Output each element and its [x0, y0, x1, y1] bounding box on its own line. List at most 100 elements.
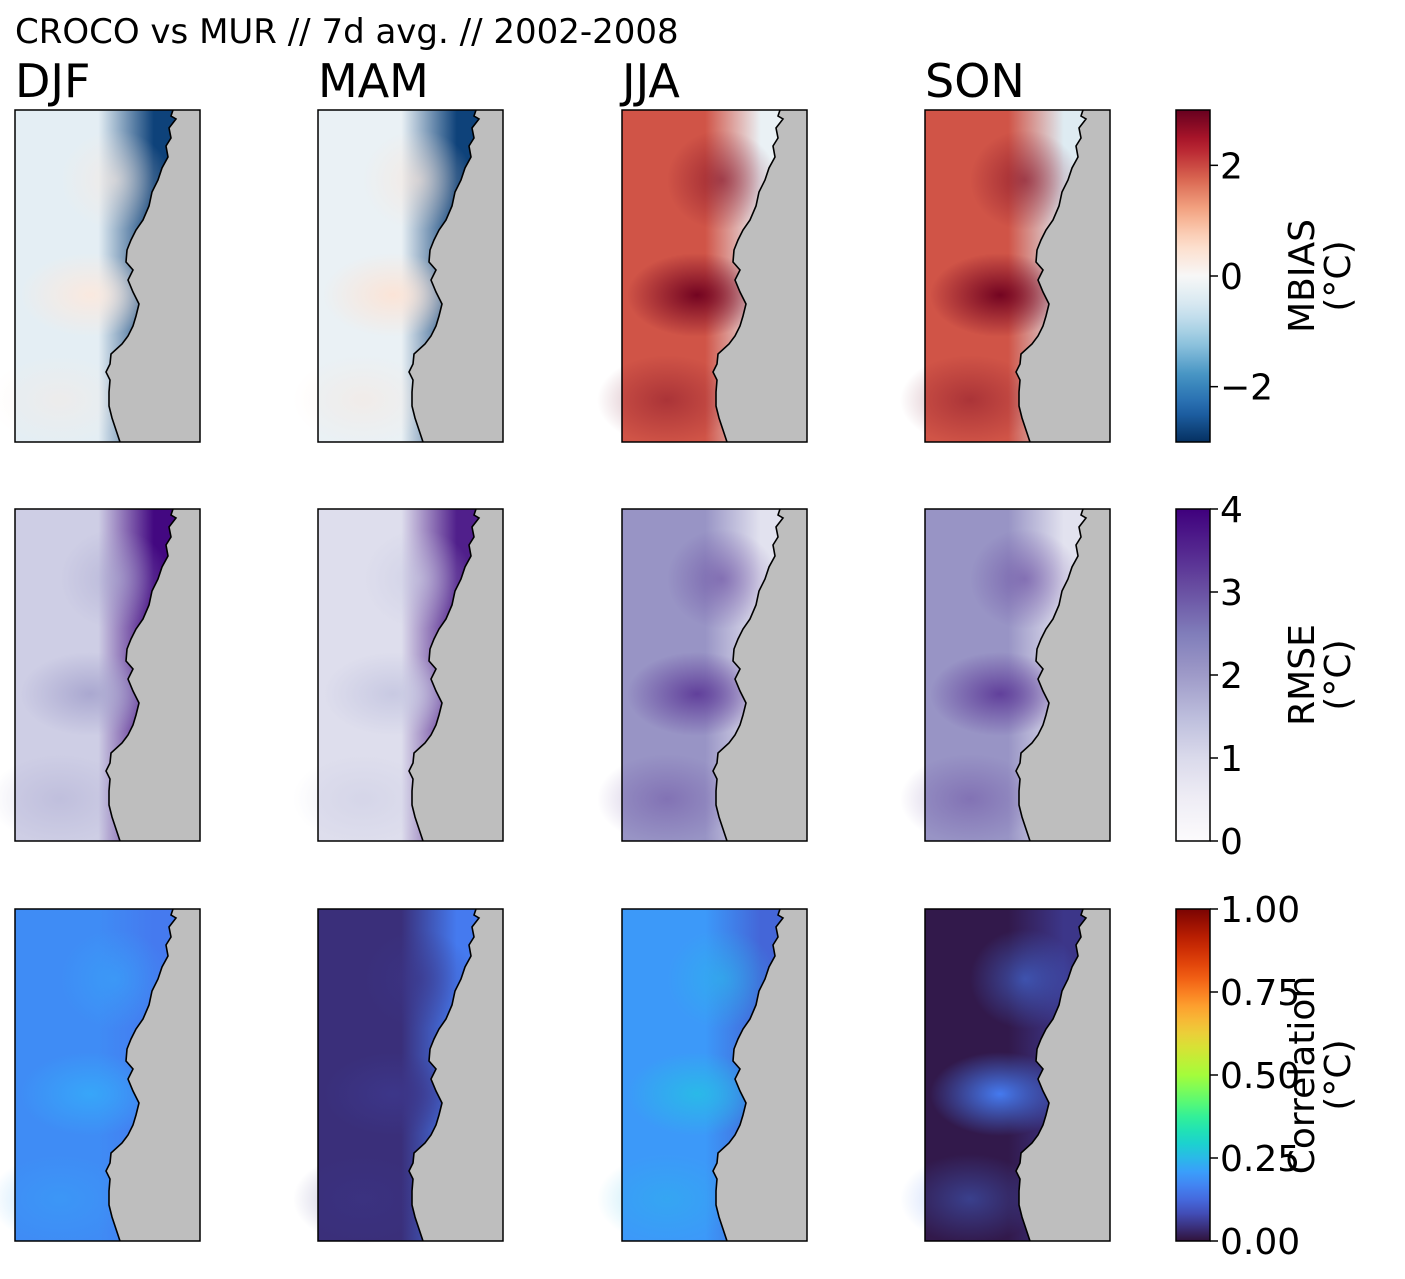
- colorbars: −202MBIAS(°C)01234RMSE(°C)0.000.250.500.…: [1175, 109, 1359, 1263]
- colorbar-tick-label: 4: [1220, 490, 1243, 531]
- eddy-feature: [60, 929, 170, 1029]
- heatmap-panel-rmse-mam: [293, 508, 504, 844]
- colorbar-rmse: 0 1 2 3 4 RMSE(°C): [1175, 490, 1359, 863]
- land-mask: [713, 110, 807, 442]
- eddy-feature: [667, 130, 777, 230]
- eddy-feature: [970, 929, 1080, 1029]
- coastline: [105, 908, 178, 1242]
- eddy-feature: [970, 130, 1080, 230]
- panel-frame: [924, 109, 1111, 443]
- eddy-feature: [0, 754, 130, 844]
- land-mask: [1016, 509, 1110, 841]
- coastline: [712, 908, 785, 1242]
- eddy-feature: [970, 529, 1080, 629]
- eddy-feature: [627, 253, 767, 337]
- column-title-son: SON: [925, 54, 1025, 108]
- coastline: [408, 908, 481, 1242]
- eddy-feature: [930, 652, 1070, 736]
- heatmap-panel-mbias-mam: [293, 109, 504, 445]
- eddy-feature: [627, 652, 767, 736]
- eddy-feature: [363, 529, 473, 629]
- land-mask: [713, 909, 807, 1241]
- eddy-feature: [0, 1154, 130, 1244]
- eddy-feature: [900, 754, 1040, 844]
- heatmap-panel-correlation-son: [900, 908, 1111, 1244]
- column-title-mam: MAM: [318, 54, 429, 108]
- panel-frame: [317, 508, 504, 842]
- panel-frame: [621, 508, 808, 842]
- panel-frame: [924, 908, 1111, 1242]
- eddy-feature: [20, 253, 160, 337]
- land-mask: [1016, 909, 1110, 1241]
- colorbar-label: MBIAS: [1282, 219, 1323, 333]
- land-mask: [409, 110, 503, 442]
- panel-frame: [924, 508, 1111, 842]
- colorbar-tick-label: 2: [1220, 656, 1243, 697]
- land-mask: [1016, 110, 1110, 442]
- colorbar-tick-label: 2: [1220, 146, 1243, 187]
- land-mask: [713, 509, 807, 841]
- coastline: [408, 109, 481, 443]
- colorbar-gradient: [1176, 509, 1210, 841]
- panel-frame: [317, 908, 504, 1242]
- heatmap-panel-mbias-jja: [597, 109, 808, 445]
- coastline: [712, 508, 785, 842]
- eddy-feature: [60, 130, 170, 230]
- eddy-feature: [20, 652, 160, 736]
- eddy-feature: [667, 929, 777, 1029]
- colorbar-tick-label: 0.50: [1220, 1056, 1300, 1097]
- colorbar-gradient: [1176, 110, 1210, 442]
- heatmap-panel-mbias-djf: [0, 109, 201, 445]
- panel-frame: [317, 109, 504, 443]
- panel-frame: [14, 109, 201, 443]
- heatmap-panel-correlation-djf: [0, 908, 201, 1244]
- eddy-feature: [323, 253, 463, 337]
- colorbar-gradient: [1176, 909, 1210, 1241]
- eddy-feature: [0, 355, 130, 445]
- eddy-feature: [293, 355, 433, 445]
- colorbar-tick-label: 0.25: [1220, 1139, 1300, 1180]
- eddy-feature: [363, 130, 473, 230]
- eddy-feature: [900, 1154, 1040, 1244]
- colorbar-tick-label: 0.75: [1220, 973, 1300, 1014]
- colorbar-tick-label: 3: [1220, 573, 1243, 614]
- eddy-feature: [60, 529, 170, 629]
- column-title-jja: JJA: [619, 54, 680, 108]
- land-mask: [409, 909, 503, 1241]
- eddy-feature: [20, 1052, 160, 1136]
- column-titles: DJF MAM JJA SON: [15, 54, 1025, 108]
- eddy-feature: [323, 652, 463, 736]
- colorbar-unit: (°C): [1318, 240, 1359, 311]
- eddy-feature: [930, 1052, 1070, 1136]
- panel-frame: [621, 109, 808, 443]
- colorbar-unit: (°C): [1318, 639, 1359, 710]
- colorbar-label: Correlation: [1282, 976, 1323, 1175]
- panel-frame: [621, 908, 808, 1242]
- figure-title: CROCO vs MUR // 7d avg. // 2002-2008: [15, 12, 679, 52]
- colorbar-tick-label: 0.00: [1220, 1222, 1300, 1263]
- coastline: [105, 508, 178, 842]
- heatmap-panel-correlation-mam: [293, 908, 504, 1244]
- land-mask: [106, 110, 200, 442]
- heatmap-panels: [0, 109, 1111, 1244]
- coastline: [1015, 908, 1088, 1242]
- eddy-feature: [667, 529, 777, 629]
- eddy-feature: [293, 1154, 433, 1244]
- heatmap-panel-correlation-jja: [597, 908, 808, 1244]
- eddy-feature: [930, 253, 1070, 337]
- colorbar-unit: (°C): [1318, 1039, 1359, 1110]
- panel-frame: [14, 508, 201, 842]
- eddy-feature: [323, 1052, 463, 1136]
- colorbar-tick-label: −2: [1220, 368, 1273, 409]
- coastline: [1015, 508, 1088, 842]
- column-title-djf: DJF: [15, 54, 90, 108]
- eddy-feature: [363, 929, 473, 1029]
- colorbar-tick-label: 1: [1220, 739, 1243, 780]
- colorbar-correlation: 0.00 0.25 0.50 0.75 1.00 Correlation(°C): [1175, 890, 1359, 1263]
- colorbar-tick-label: 1.00: [1220, 890, 1300, 931]
- eddy-feature: [597, 355, 737, 445]
- colorbar-mbias: −2 0 2 MBIAS(°C): [1175, 109, 1359, 443]
- coastline: [712, 109, 785, 443]
- heatmap-panel-rmse-son: [900, 508, 1111, 844]
